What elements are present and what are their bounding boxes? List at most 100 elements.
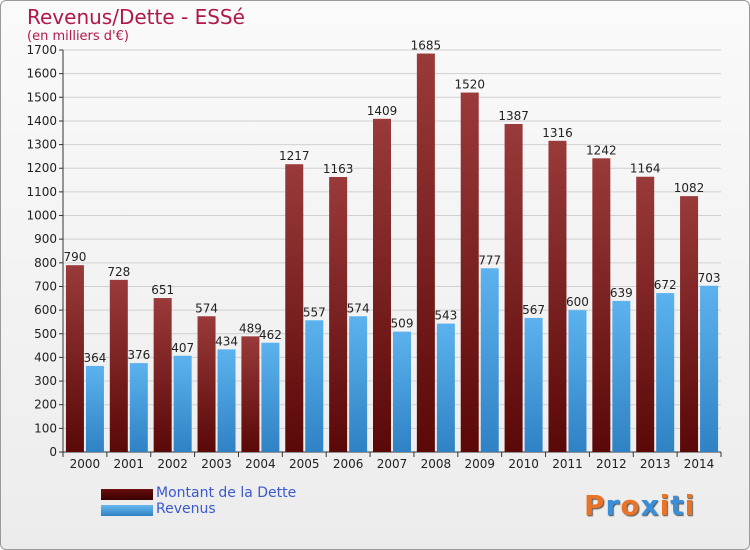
y-tick-label: 0 <box>49 445 57 459</box>
bar-dette-2008 <box>416 53 435 452</box>
logo-letter: i <box>684 489 696 522</box>
x-tick-label: 2008 <box>421 457 452 471</box>
data-label-dette-2004: 489 <box>239 321 262 335</box>
data-label-dette-2003: 574 <box>195 301 218 315</box>
y-tick-label: 1400 <box>26 114 57 128</box>
bar-revenus-2004 <box>261 342 280 452</box>
y-tick-label: 800 <box>34 256 57 270</box>
bar-dette-2013 <box>636 176 655 452</box>
x-tick-label: 2004 <box>245 457 276 471</box>
data-label-revenus-2004: 462 <box>259 328 282 342</box>
bar-revenus-2003 <box>217 349 236 452</box>
bar-revenus-2010 <box>524 317 543 452</box>
y-tick-label: 1300 <box>26 138 57 152</box>
x-tick-label: 2000 <box>70 457 101 471</box>
bar-dette-2005 <box>285 164 304 452</box>
bar-dette-2010 <box>504 124 523 453</box>
data-label-dette-2002: 651 <box>151 283 174 297</box>
y-tick-label: 900 <box>34 232 57 246</box>
bar-revenus-2000 <box>85 365 104 452</box>
data-label-revenus-2000: 364 <box>83 351 106 365</box>
bar-revenus-2002 <box>173 355 192 452</box>
chart-title: Revenus/Dette - ESSé <box>27 5 245 29</box>
data-label-dette-2007: 1409 <box>367 104 398 118</box>
bar-revenus-2011 <box>568 310 587 452</box>
x-tick-label: 2010 <box>508 457 539 471</box>
x-tick-label: 2012 <box>596 457 627 471</box>
data-label-revenus-2001: 376 <box>127 348 150 362</box>
data-label-revenus-2005: 557 <box>303 305 326 319</box>
data-label-revenus-2010: 567 <box>522 303 545 317</box>
x-tick-label: 2011 <box>552 457 583 471</box>
data-label-dette-2000: 790 <box>63 250 86 264</box>
chart-subtitle: (en milliers d'€) <box>27 29 129 44</box>
bar-dette-2009 <box>460 92 479 453</box>
x-tick-label: 2001 <box>114 457 145 471</box>
data-label-dette-2005: 1217 <box>279 149 310 163</box>
x-tick-label: 2009 <box>464 457 495 471</box>
x-tick-label: 2003 <box>201 457 232 471</box>
logo-letter: i <box>659 489 671 522</box>
data-label-revenus-2009: 777 <box>478 253 501 267</box>
bar-dette-2001 <box>109 279 128 452</box>
bar-dette-2002 <box>153 298 172 452</box>
y-tick-label: 700 <box>34 279 57 293</box>
bar-revenus-2013 <box>656 293 675 452</box>
data-label-revenus-2008: 543 <box>434 309 457 323</box>
x-tick-label: 2005 <box>289 457 320 471</box>
y-tick-label: 1000 <box>26 209 57 223</box>
logo-letter: r <box>605 489 621 522</box>
y-tick-label: 1500 <box>26 90 57 104</box>
y-tick-label: 400 <box>34 350 57 364</box>
data-label-revenus-2002: 407 <box>171 341 194 355</box>
data-label-dette-2012: 1242 <box>586 143 617 157</box>
bar-revenus-2012 <box>612 300 631 452</box>
x-tick-label: 2014 <box>684 457 715 471</box>
bars <box>65 53 719 453</box>
y-tick-label: 200 <box>34 398 57 412</box>
bar-revenus-2005 <box>305 320 324 452</box>
bar-revenus-2008 <box>436 323 455 452</box>
y-tick-label: 1200 <box>26 161 57 175</box>
y-tick-label: 600 <box>34 303 57 317</box>
x-tick-label: 2013 <box>640 457 671 471</box>
y-tick-label: 1700 <box>26 43 57 57</box>
bar-revenus-2014 <box>700 285 719 452</box>
data-label-dette-2008: 1685 <box>411 39 442 53</box>
logo-letter: o <box>620 489 641 522</box>
logo-letter: x <box>640 489 660 522</box>
x-tick-label: 2002 <box>157 457 188 471</box>
legend-swatch-dette <box>101 489 153 500</box>
data-label-dette-2013: 1164 <box>630 162 661 176</box>
y-tick-label: 1100 <box>26 185 57 199</box>
proxiti-logo[interactable]: Proxiti <box>584 489 695 522</box>
bar-dette-2000 <box>65 265 84 452</box>
y-tick-label: 1600 <box>26 67 57 81</box>
data-label-revenus-2011: 600 <box>566 295 589 309</box>
bar-dette-2012 <box>592 158 611 452</box>
data-label-dette-2011: 1316 <box>542 126 573 140</box>
bar-dette-2007 <box>373 118 391 453</box>
y-tick-label: 500 <box>34 327 57 341</box>
data-label-dette-2006: 1163 <box>323 162 354 176</box>
data-label-revenus-2013: 672 <box>654 278 677 292</box>
logo-letter: P <box>584 489 606 522</box>
bar-revenus-2009 <box>480 268 499 452</box>
data-label-revenus-2003: 434 <box>215 334 238 348</box>
data-label-revenus-2006: 574 <box>347 301 370 315</box>
bar-revenus-2007 <box>393 331 411 452</box>
bar-dette-2011 <box>548 140 567 453</box>
bar-dette-2014 <box>680 196 699 452</box>
bar-revenus-2001 <box>129 363 148 452</box>
data-label-dette-2010: 1387 <box>498 109 529 123</box>
bar-dette-2004 <box>241 336 260 452</box>
bar-dette-2003 <box>197 316 216 452</box>
data-label-dette-2014: 1082 <box>674 181 705 195</box>
data-label-revenus-2007: 509 <box>391 317 414 331</box>
y-tick-label: 100 <box>34 421 57 435</box>
data-label-revenus-2014: 703 <box>698 271 721 285</box>
data-label-dette-2001: 728 <box>107 265 130 279</box>
